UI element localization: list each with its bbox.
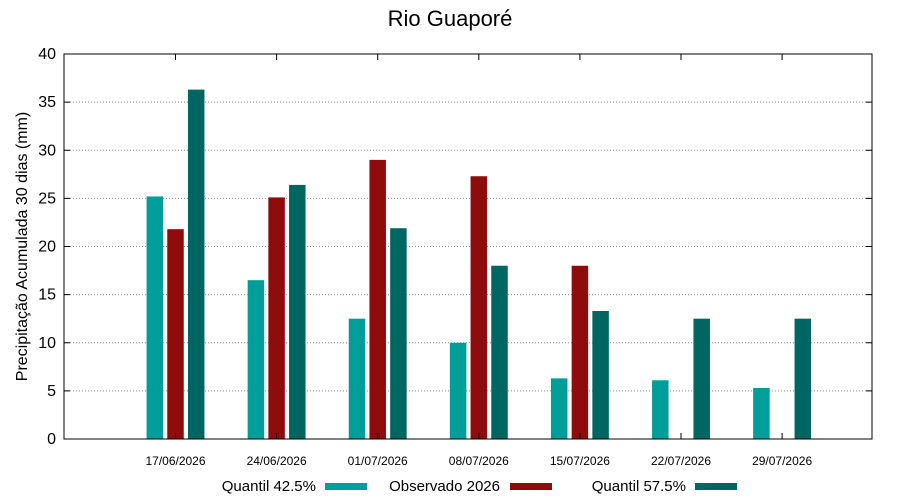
legend: Quantil 42.5% Observado 2026 Quantil 57.5% bbox=[222, 478, 737, 495]
bar-quantil-57-5--0 bbox=[187, 89, 205, 440]
bar-quantil-42-5--4 bbox=[550, 378, 568, 439]
legend-swatch bbox=[325, 483, 367, 490]
bar-quantil-42-5--2 bbox=[348, 318, 366, 439]
x-tick-label: 24/06/2026 bbox=[247, 454, 307, 468]
chart-title: Rio Guaporé bbox=[387, 6, 513, 31]
bar-quantil-42-5--3 bbox=[449, 342, 467, 439]
legend-label: Quantil 57.5% bbox=[592, 478, 686, 495]
x-tick-label: 29/07/2026 bbox=[752, 454, 812, 468]
y-tick-label: 35 bbox=[38, 94, 56, 111]
bar-observado-2026-3 bbox=[470, 176, 488, 440]
grid-layer bbox=[64, 101, 872, 392]
legend-swatch bbox=[695, 483, 737, 490]
bar-quantil-57-5--1 bbox=[289, 184, 306, 439]
bar-quantil-42-5--5 bbox=[652, 380, 669, 439]
bar-layer bbox=[146, 89, 812, 440]
x-axis-ticks: 17/06/2026 24/06/2026 01/07/2026 08/07/2026… bbox=[145, 54, 812, 468]
bar-observado-2026-0 bbox=[167, 229, 184, 439]
bar-observado-2026-2 bbox=[369, 159, 386, 439]
x-tick-label: 08/07/2026 bbox=[449, 454, 509, 468]
plot-frame bbox=[63, 53, 873, 440]
bar-quantil-57-5--6 bbox=[794, 318, 812, 439]
y-tick-label: 15 bbox=[38, 287, 56, 304]
y-tick-label: 5 bbox=[47, 383, 56, 400]
bar-quantil-57-5--5 bbox=[693, 318, 710, 439]
bar-observado-2026-4 bbox=[571, 265, 589, 439]
y-axis-title: Precipitação Acumulada 30 dias (mm) bbox=[14, 112, 31, 381]
bar-quantil-57-5--4 bbox=[592, 310, 609, 439]
bar-quantil-57-5--2 bbox=[390, 228, 407, 439]
y-tick-label: 25 bbox=[38, 190, 56, 207]
x-tick-label: 17/06/2026 bbox=[145, 454, 205, 468]
y-axis-ticks: 0 5 10 15 20 25 30 35 40 bbox=[38, 46, 872, 448]
y-tick-label: 30 bbox=[38, 142, 56, 159]
legend-swatch bbox=[510, 483, 552, 490]
legend-label: Observado 2026 bbox=[389, 478, 500, 495]
x-tick-label: 22/07/2026 bbox=[651, 454, 711, 468]
bar-quantil-42-5--6 bbox=[753, 387, 770, 439]
bar-quantil-42-5--1 bbox=[247, 280, 265, 439]
x-tick-label: 01/07/2026 bbox=[348, 454, 408, 468]
x-tick-label: 15/07/2026 bbox=[550, 454, 610, 468]
y-tick-label: 40 bbox=[38, 46, 56, 63]
y-tick-label: 0 bbox=[47, 431, 56, 448]
y-tick-label: 20 bbox=[38, 239, 56, 256]
bar-quantil-57-5--3 bbox=[491, 265, 508, 439]
bar-quantil-42-5--0 bbox=[146, 196, 164, 439]
y-tick-label: 10 bbox=[38, 335, 56, 352]
bar-observado-2026-1 bbox=[268, 197, 285, 439]
legend-label: Quantil 42.5% bbox=[222, 478, 316, 495]
